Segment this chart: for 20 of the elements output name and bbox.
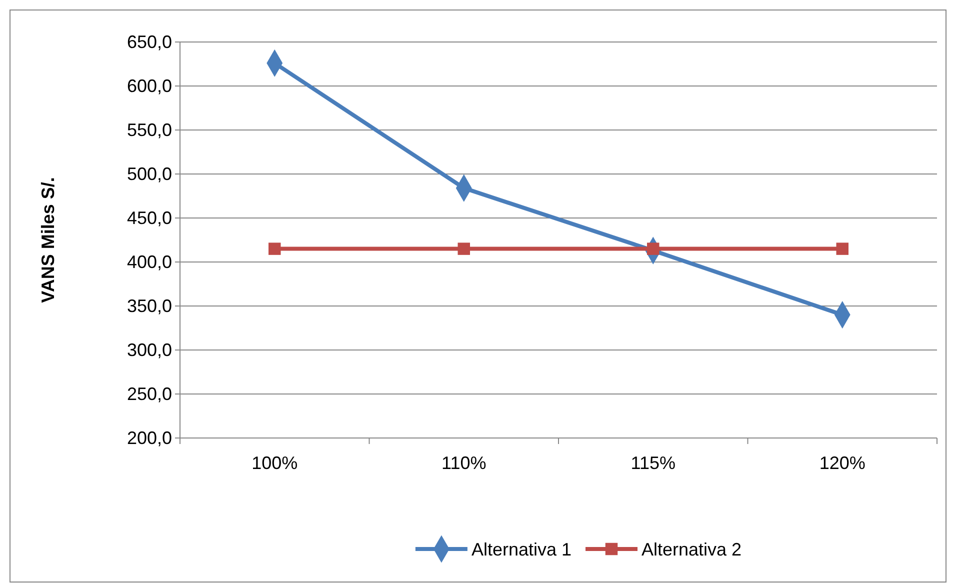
y-tick-label: 550,0 xyxy=(126,120,172,140)
point xyxy=(458,242,470,255)
y-tick-label: 250,0 xyxy=(126,384,172,404)
point xyxy=(268,242,281,255)
y-tick-label: 650,0 xyxy=(126,32,172,52)
y-tick-label: 450,0 xyxy=(126,208,172,228)
y-axis-title: VANS Miles S/. xyxy=(38,177,58,303)
y-tick-label: 300,0 xyxy=(126,340,172,360)
x-tick-label: 120% xyxy=(819,452,866,473)
x-tick-label: 100% xyxy=(252,452,298,473)
legend-label: Alternativa 1 xyxy=(471,539,572,560)
y-tick-label: 500,0 xyxy=(126,164,172,184)
y-tick-label: 400,0 xyxy=(126,252,172,272)
y-tick-label: 600,0 xyxy=(126,76,172,96)
y-tick-label: 200,0 xyxy=(126,428,172,448)
x-tick-label: 110% xyxy=(442,452,486,473)
y-tick-label: 350,0 xyxy=(126,296,172,316)
point xyxy=(836,242,848,255)
x-tick-label: 115% xyxy=(630,452,676,473)
legend-label: Alternativa 2 xyxy=(642,539,742,560)
